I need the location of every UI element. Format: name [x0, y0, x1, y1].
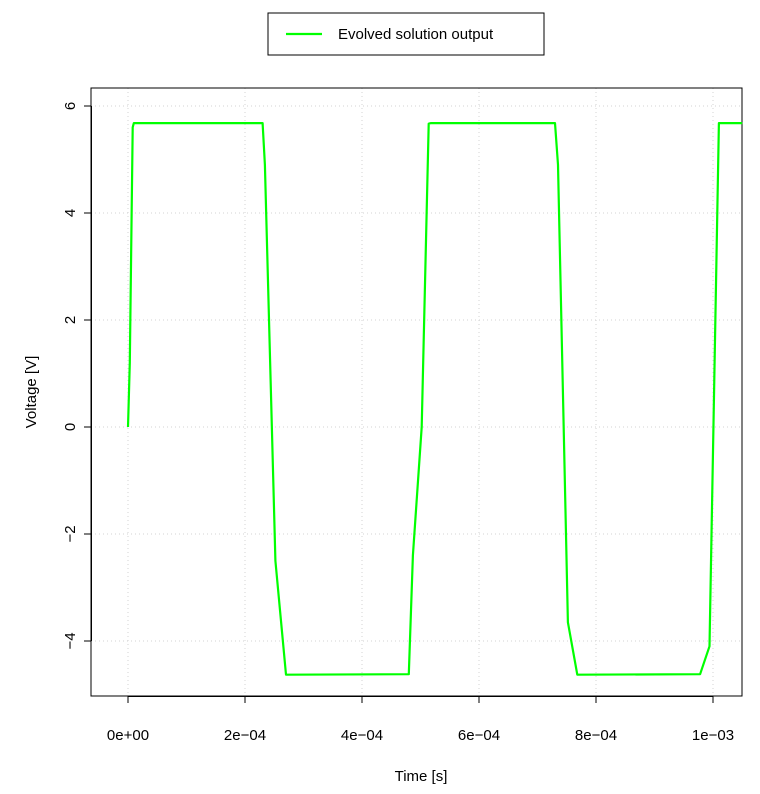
y-tick-label: −4	[62, 632, 79, 649]
y-tick-label: −2	[62, 525, 79, 542]
x-tick-label: 2e−04	[224, 727, 266, 744]
y-tick-label: 6	[62, 102, 79, 110]
legend: Evolved solution output	[267, 12, 545, 56]
y-axis-title: Voltage [V]	[23, 356, 40, 429]
x-axis-title: Time [s]	[395, 768, 448, 785]
x-tick-label: 8e−04	[575, 727, 617, 744]
x-tick-label: 4e−04	[341, 727, 383, 744]
y-tick-label: 0	[62, 423, 79, 431]
x-tick-label: 6e−04	[458, 727, 500, 744]
legend-label: Evolved solution output	[338, 26, 494, 43]
y-axis: −4 −2 0 2 4 6	[62, 102, 92, 650]
plot-frame	[90, 87, 743, 697]
y-tick-label: 4	[62, 209, 79, 217]
x-axis: 0e+00 2e−04 4e−04 6e−04 8e−04 1e−03	[107, 696, 734, 744]
series-line	[126, 121, 743, 676]
x-tick-label: 1e−03	[692, 727, 734, 744]
x-tick-label: 0e+00	[107, 727, 149, 744]
y-tick-label: 2	[62, 316, 79, 324]
series-layer	[126, 121, 743, 676]
grid	[91, 88, 742, 696]
